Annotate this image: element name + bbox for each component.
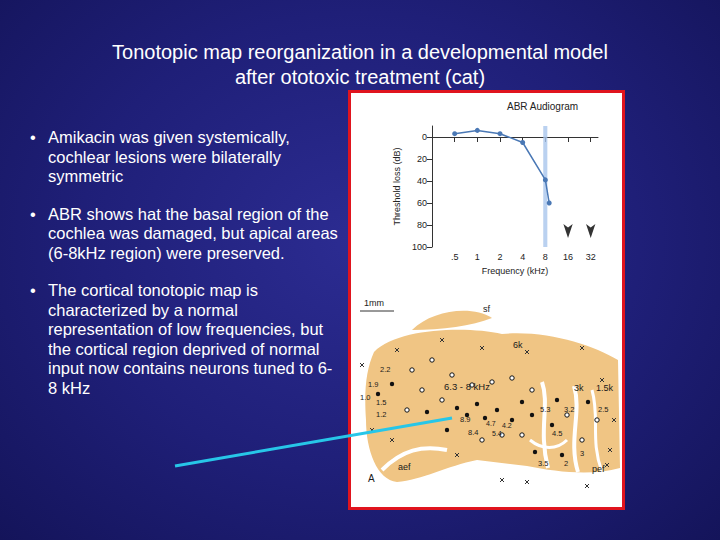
svg-text:4: 4 [520, 252, 525, 262]
svg-text:aef: aef [398, 462, 411, 472]
svg-text:1mm: 1mm [364, 298, 384, 308]
svg-text:6k: 6k [513, 340, 523, 350]
svg-text:100: 100 [412, 242, 427, 252]
svg-text:3.5: 3.5 [538, 459, 548, 468]
svg-text:.5: .5 [451, 252, 459, 262]
html-text:Tonotopic map reorganization i: Tonotopic map reorganization in a develo… [112, 41, 608, 63]
svg-text:6.3 - 8 kHz: 6.3 - 8 kHz [444, 381, 490, 392]
svg-text:8.4: 8.4 [468, 428, 478, 437]
html-text:after ototoxic treatment (cat): after ototoxic treatment (cat) [234, 66, 485, 88]
svg-text:4.7: 4.7 [486, 420, 496, 427]
svg-text:5.3: 5.3 [540, 405, 550, 414]
svg-text:Threshold loss (dB): Threshold loss (dB) [392, 147, 402, 225]
svg-text:4.5: 4.5 [552, 429, 562, 438]
svg-text:2.2: 2.2 [380, 365, 390, 374]
svg-text:3.2: 3.2 [564, 405, 574, 414]
svg-text:8.9: 8.9 [460, 415, 470, 424]
svg-text:3k: 3k [574, 383, 584, 393]
svg-text:40: 40 [417, 176, 427, 186]
svg-text:2: 2 [498, 252, 503, 262]
svg-text:1.0: 1.0 [360, 393, 370, 402]
html-text:Amikacin was given systemicall: Amikacin was given systemically, cochlea… [48, 128, 290, 185]
svg-text:2.5: 2.5 [598, 405, 608, 414]
html-text:ABR shows hat the basal region: ABR shows hat the basal region of the co… [48, 204, 338, 262]
html-text:The cortical tonotopic map is: The cortical tonotopic map is characteri… [48, 281, 333, 397]
svg-text:1.5: 1.5 [376, 398, 386, 407]
svg-text:4.2: 4.2 [502, 422, 512, 429]
svg-text:ABR Audiogram: ABR Audiogram [507, 101, 578, 112]
svg-text:1.9: 1.9 [368, 380, 378, 389]
svg-text:2: 2 [564, 459, 568, 468]
svg-text:1: 1 [475, 252, 480, 262]
svg-text:1.2: 1.2 [376, 410, 386, 419]
svg-text:16: 16 [563, 252, 573, 262]
svg-text:60: 60 [417, 198, 427, 208]
svg-text:5.4: 5.4 [492, 430, 502, 437]
svg-text:pef: pef [592, 464, 605, 474]
svg-text:0: 0 [422, 132, 427, 142]
svg-text:20: 20 [417, 154, 427, 164]
svg-text:32: 32 [586, 252, 596, 262]
svg-text:A: A [368, 473, 375, 484]
svg-text:8: 8 [543, 252, 548, 262]
svg-text:1.5k: 1.5k [596, 383, 614, 393]
svg-text:3: 3 [580, 449, 584, 458]
svg-text:Frequency (kHz): Frequency (kHz) [482, 266, 549, 276]
svg-text:80: 80 [417, 220, 427, 230]
svg-text:sf: sf [483, 304, 491, 314]
